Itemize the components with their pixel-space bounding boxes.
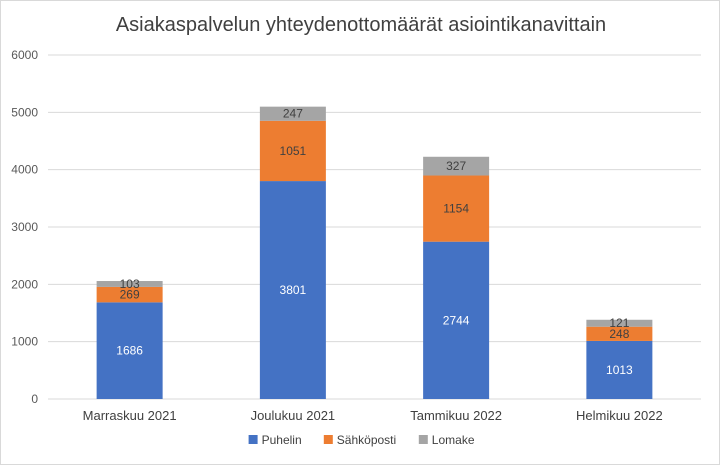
x-axis-categories: Marraskuu 2021 Joulukuu 2021 Tammikuu 2022… [83,408,663,423]
data-label: 269 [120,288,140,302]
x-category-label: Joulukuu 2021 [251,408,336,423]
bar-s-hk-posti [423,175,490,242]
data-label: 103 [120,277,140,291]
y-tick-label: 4000 [11,163,38,177]
data-label: 247 [283,107,303,121]
bar-lomake [96,281,163,287]
legend-item: Puhelin [248,433,302,447]
y-tick-label: 1000 [11,335,38,349]
legend-swatch [248,435,258,444]
y-axis-ticks: 0 1000 2000 3000 4000 5000 6000 [11,48,38,406]
bar-stack: 3801 1051 247 [259,106,326,399]
data-label: 3801 [280,283,307,297]
bar-lomake [423,156,490,176]
legend: Puhelin Sähköposti Lomake [248,433,475,447]
data-label: 248 [609,327,629,341]
bar-puhelin [96,302,163,399]
legend-swatch [418,435,428,444]
chart-title: Asiakaspalvelun yhteydenottomäärät asioi… [116,14,606,36]
legend-label: Sähköposti [337,433,396,447]
y-tick-label: 6000 [11,48,38,62]
data-label: 327 [446,159,466,173]
legend-label: Lomake [432,433,475,447]
y-tick-label: 3000 [11,220,38,234]
legend-item: Sähköposti [323,433,396,447]
x-category-label: Marraskuu 2021 [83,408,177,423]
legend-swatch [323,435,333,444]
bar-puhelin [259,181,326,399]
data-label: 1154 [443,202,469,216]
y-tick-label: 0 [31,392,38,406]
data-label: 2744 [443,313,470,327]
legend-item: Lomake [418,433,475,447]
x-category-label: Helmikuu 2022 [576,408,663,423]
bar-stack: 2744 1154 327 [423,156,490,399]
y-tick-label: 5000 [11,105,38,119]
y-tick-label: 2000 [11,277,38,291]
bar-puhelin [423,241,490,399]
legend-label: Puhelin [262,433,302,447]
data-label: 1686 [116,344,143,358]
bar-s-hk-posti [259,120,326,182]
data-label: 1013 [606,363,633,377]
bar-s-hk-posti [96,286,163,303]
bar-lomake [586,319,653,327]
data-label: 1051 [280,144,307,158]
bar-s-hk-posti [586,326,653,341]
bar-lomake [259,106,326,121]
x-category-label: Tammikuu 2022 [410,408,502,423]
data-label: 121 [609,316,629,330]
bar-puhelin [586,340,653,399]
